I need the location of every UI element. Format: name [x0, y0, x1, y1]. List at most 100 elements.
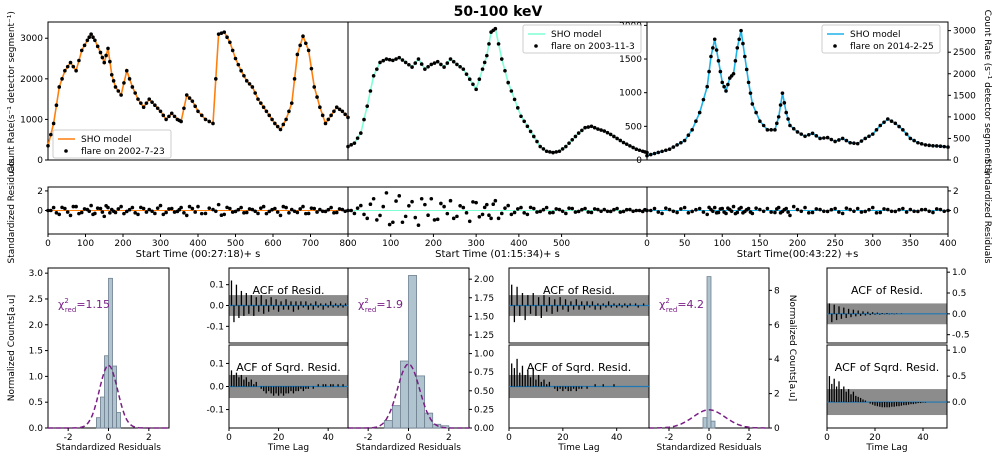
acf4-x-tick-label: 0: [506, 433, 512, 443]
lc2-resid-point: [471, 200, 475, 204]
lc3-data-point: [741, 41, 745, 46]
lc1-data-point: [230, 48, 235, 53]
lc2-y-tick-label: 500: [625, 122, 642, 132]
lc3-resid-point: [773, 210, 777, 215]
lc2-resid-point: [615, 206, 619, 211]
resid-ylabel-right: Standardized Residuals: [982, 159, 992, 264]
lc3-data-point: [886, 117, 890, 121]
lc1-resid-point: [242, 211, 246, 215]
lc3-data-point: [694, 119, 698, 123]
lc1-data-point: [256, 97, 260, 101]
lc3-data-point: [731, 71, 736, 76]
lc2-data-point: [631, 145, 635, 150]
lc2-resid-point: [464, 211, 469, 215]
rate-ylabel-left: Count Rate(s⁻¹ detector segment⁻¹): [7, 11, 17, 173]
lc3-data-point: [761, 123, 766, 128]
lc3-resid-point: [701, 210, 706, 214]
lc1-resid-point: [315, 210, 319, 214]
lc3-data-point: [927, 143, 931, 148]
lc3-resid-point: [758, 207, 762, 212]
lc1-data-point: [250, 85, 255, 89]
lc2-data-point: [458, 64, 462, 69]
lc2-resid-point: [608, 209, 613, 214]
lc1-data-point: [253, 91, 257, 95]
lc2-resid-point: [491, 202, 496, 207]
lc2-data-point: [349, 143, 354, 147]
hist3-xlabel: Standardized Residuals: [657, 443, 762, 453]
lc1-resid-point: [182, 211, 186, 215]
lc2-resid-point: [461, 205, 466, 210]
lc3-resid-point: [919, 207, 924, 212]
lc2-data-point: [375, 67, 379, 71]
lc2-resid-point: [551, 210, 555, 215]
lc1-resid-point: [281, 204, 286, 209]
lc2-resid-point: [544, 205, 549, 210]
lc1-resid-point: [116, 207, 121, 211]
lc2-data-point: [525, 124, 530, 129]
lc2-data-point: [394, 57, 398, 61]
lc1-data-point: [259, 101, 263, 105]
lc3-data-point: [648, 152, 653, 157]
lc3-data-point: [803, 134, 807, 139]
lc1-data-point: [199, 113, 204, 118]
hist1-x-tick-label: 2: [146, 433, 152, 443]
lc2-data-point: [551, 150, 555, 155]
lc1-resid-point: [270, 207, 274, 212]
lc2-x-tick-label: 200: [425, 239, 442, 249]
lc3-resid-point: [886, 207, 890, 212]
lc1-resid-point: [93, 211, 97, 216]
lc2-resid-point: [477, 214, 482, 219]
lc2-resid-point: [371, 196, 376, 201]
lc3-data-point: [754, 110, 758, 115]
lc1-data-point: [267, 113, 272, 118]
lc3-data-point: [748, 91, 753, 95]
lc1-data-point: [244, 79, 249, 83]
lc1-data-point: [275, 124, 280, 129]
lc3-data-point: [682, 138, 687, 143]
lc2-resid-point: [548, 211, 552, 215]
lc2-resid-point: [387, 222, 392, 227]
lc3-resid-point: [697, 206, 702, 211]
lc1-data-point: [320, 113, 325, 118]
lc3-resid-point: [938, 207, 943, 212]
lc1-resid-point: [133, 211, 137, 215]
lc1-x-tick-label: 300: [152, 239, 169, 249]
lc2-data-point: [515, 106, 520, 110]
lc1-resid-point: [228, 206, 232, 211]
lc2-data-point: [391, 58, 395, 63]
lc2-data-point: [387, 57, 392, 62]
lc2-data-point: [557, 149, 562, 154]
lc2-resid-point: [489, 216, 493, 221]
hist2-y-tick-label: 0.00: [474, 424, 494, 434]
lc2-data-point: [448, 57, 453, 61]
hist2-gaussian-fit: [348, 363, 469, 429]
lc1-resid-point: [68, 213, 73, 218]
lc2-data-point: [384, 57, 389, 61]
lc3-data-point: [780, 91, 785, 95]
lc1-data-point: [57, 85, 62, 89]
lc2-data-point: [496, 42, 501, 46]
lc1-resid-point: [309, 206, 314, 210]
lc2-data-point: [365, 104, 370, 108]
lc3-data-point: [716, 59, 721, 63]
lc1-resid-point: [323, 209, 328, 214]
lc3-data-point: [724, 89, 728, 93]
acf3-title: ACF of Resid.: [543, 284, 615, 297]
lc1-resid-point: [244, 210, 249, 215]
lc2-data-point: [493, 26, 498, 31]
lc3-data-point: [916, 140, 920, 145]
lc1-resid-point: [187, 204, 192, 209]
lc1-resid-point: [275, 210, 280, 214]
lc2-data-point: [445, 61, 450, 65]
lc2-data-point: [423, 67, 427, 71]
lc2-resid-point: [448, 198, 453, 203]
lc3-resid-y-tick-label: 2: [953, 187, 959, 197]
lc3-data-point: [671, 145, 676, 149]
lc1-data-point: [270, 117, 274, 122]
lc1-data-point: [281, 122, 286, 127]
lc3-data-point: [822, 136, 826, 140]
lc1-data-point: [130, 85, 135, 89]
lc2-data-point: [407, 62, 411, 67]
lc3-resid-point: [867, 207, 871, 212]
lc2-data-point: [503, 69, 507, 73]
